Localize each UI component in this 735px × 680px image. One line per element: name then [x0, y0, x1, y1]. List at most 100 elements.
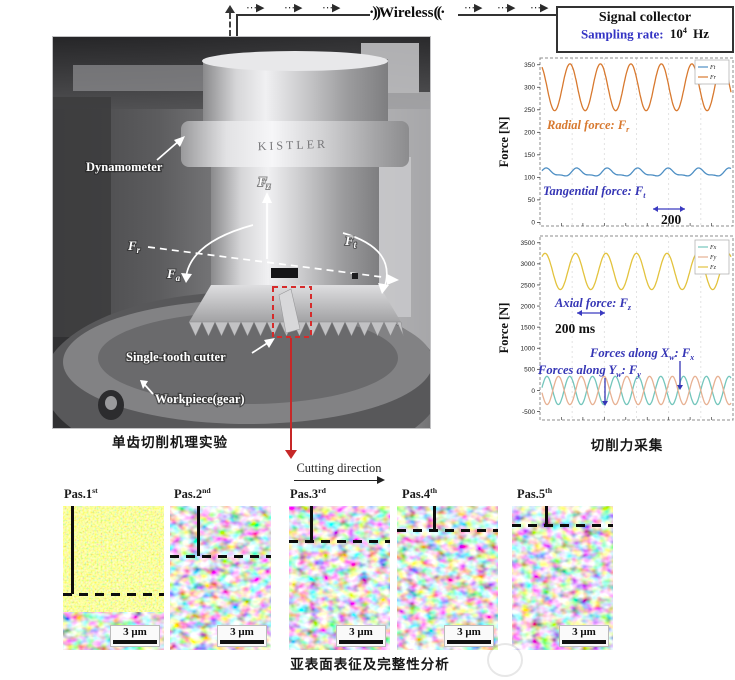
annotation-pointer-head	[677, 385, 683, 390]
scale-bar-line	[113, 640, 157, 644]
scale-bar: 3 μm	[337, 626, 385, 646]
connector-line-right	[458, 14, 556, 16]
dashed-arrow-icon: ⋯▶	[246, 1, 264, 14]
deformation-depth-line	[397, 529, 498, 533]
scale-bar-line	[339, 640, 383, 644]
series-Fr	[541, 63, 732, 112]
legend-label: Ft	[709, 65, 716, 71]
annotation-pointer-head	[602, 401, 608, 406]
deformation-depth-line	[63, 592, 164, 596]
ft-arrowhead	[378, 283, 389, 294]
cutter-cone	[189, 285, 401, 322]
ft-label: Ft	[344, 233, 357, 250]
radial-axis-dashed-line	[147, 246, 391, 279]
axis-marker	[352, 273, 358, 279]
force-caption: 切削力采集	[590, 438, 664, 454]
y-tick-label: 250	[524, 107, 535, 114]
pass-label-1: Pas.1st	[64, 486, 98, 502]
dashed-arrow-icon: ⋯▶	[284, 1, 302, 14]
span-arrowhead	[653, 206, 658, 212]
depth-marker-line	[197, 506, 201, 557]
fa-arrowhead	[181, 273, 192, 283]
series-Fx	[541, 375, 732, 406]
y-tick-label: 150	[524, 152, 535, 159]
depth-marker-line	[545, 506, 549, 525]
watermark	[487, 643, 523, 677]
y-tick-label: -500	[522, 409, 535, 416]
y-tick-label: 2500	[521, 282, 536, 289]
pass-label-5: Pas.5th	[517, 486, 553, 502]
y-tick-label: 0	[531, 388, 535, 395]
up-arrow-icon	[225, 5, 235, 13]
legend-label: Fy	[709, 255, 717, 261]
depth-marker-line	[310, 506, 314, 541]
scale-bar: 3 μm	[111, 626, 159, 646]
series-annotation: Forces along Xw: Fx	[589, 346, 694, 362]
ebsd-panel-3: 3 μm	[289, 506, 390, 650]
y-axis-label: Force [N]	[497, 303, 511, 354]
y-tick-label: 3500	[521, 240, 536, 247]
cutter-holder-cylinder	[211, 167, 379, 285]
dynamometer-arrow	[156, 139, 181, 161]
cutter-slot	[271, 268, 298, 278]
deformation-depth-line	[289, 539, 390, 543]
radial-axis-arrowhead	[387, 274, 399, 285]
y-tick-label: 2000	[521, 303, 536, 310]
dynamometer-arrowhead	[174, 136, 185, 147]
workpiece-arrowhead	[140, 380, 148, 389]
legend-label: Fz	[709, 265, 717, 271]
dynamometer-label: Dynamometer	[86, 160, 163, 174]
machine-detail	[73, 65, 223, 91]
span-arrowhead	[600, 310, 605, 316]
cutting-direction-label: Cutting direction	[296, 461, 382, 475]
scale-bar-line	[562, 640, 606, 644]
cylinder-cap	[202, 51, 388, 71]
ebsd-caption: 亚表面表征及完整性分析	[290, 657, 450, 673]
dynamometer-ring	[181, 121, 409, 167]
wireless-label: ·))Wireless((·	[369, 4, 445, 21]
y-axis-label: Force [N]	[497, 117, 511, 168]
experiment-photo-canvas: KISTLER Fz Fr Fa Ft Dynamometer Single	[43, 37, 443, 472]
scale-bar: 3 μm	[445, 626, 493, 646]
fz-arrowhead	[262, 192, 272, 203]
ebsd-panel-5: 3 μm	[512, 506, 613, 650]
y-tick-label: 3000	[521, 261, 536, 268]
depth-marker-line	[433, 506, 437, 531]
refined-layer-texture	[63, 506, 164, 594]
y-tick-label: 1000	[521, 346, 536, 353]
series-annotation: Forces along Yw: Fy	[537, 363, 641, 379]
zoom-pointer-arrowhead	[285, 450, 297, 459]
sampling-rate: Sampling rate: 104 Hz	[580, 26, 710, 42]
ft-curved-arrow	[342, 232, 388, 290]
y-tick-label: 200	[524, 130, 535, 137]
y-tick-label: 350	[524, 62, 535, 69]
cutter-arrow	[251, 341, 270, 354]
cutter-zoom-box	[272, 286, 312, 338]
deformation-depth-line	[170, 555, 271, 559]
scale-bar: 3 μm	[218, 626, 266, 646]
span-label: 200 ms	[555, 321, 595, 336]
pass-label-3: Pas.3rd	[290, 486, 326, 502]
y-tick-label: 50	[528, 197, 536, 204]
plot-border	[539, 235, 734, 421]
experiment-photo: KISTLER Fz Fr Fa Ft Dynamometer Single	[43, 36, 443, 472]
dashed-arrow-icon: ⋯▶	[497, 1, 515, 14]
y-tick-label: 100	[524, 175, 535, 182]
y-tick-label: 1500	[521, 324, 536, 331]
dashed-arrow-icon: ⋯▶	[464, 1, 482, 14]
span-arrowhead	[577, 310, 582, 316]
force-chart-axial-xy: -500 0 500 1000 1500 2000 2500 3000 3500 Force [N…	[497, 235, 734, 421]
fa-label: Fa	[166, 266, 181, 283]
scale-bar-line	[220, 640, 264, 644]
ebsd-panel-2: 3 μm	[170, 506, 271, 650]
workpiece-gear-inner	[98, 312, 398, 404]
bolt-head	[105, 396, 117, 410]
signal-collector-box: Signal collector Sampling rate: 104 Hz	[556, 6, 734, 53]
fz-label: Fz	[257, 174, 271, 191]
kistler-brand-label: KISTLER	[257, 137, 328, 153]
series-Ft	[541, 167, 732, 177]
signal-collector-title: Signal collector	[598, 10, 692, 25]
scale-bar: 3 μm	[560, 626, 608, 646]
legend-label: Fr	[709, 75, 717, 81]
